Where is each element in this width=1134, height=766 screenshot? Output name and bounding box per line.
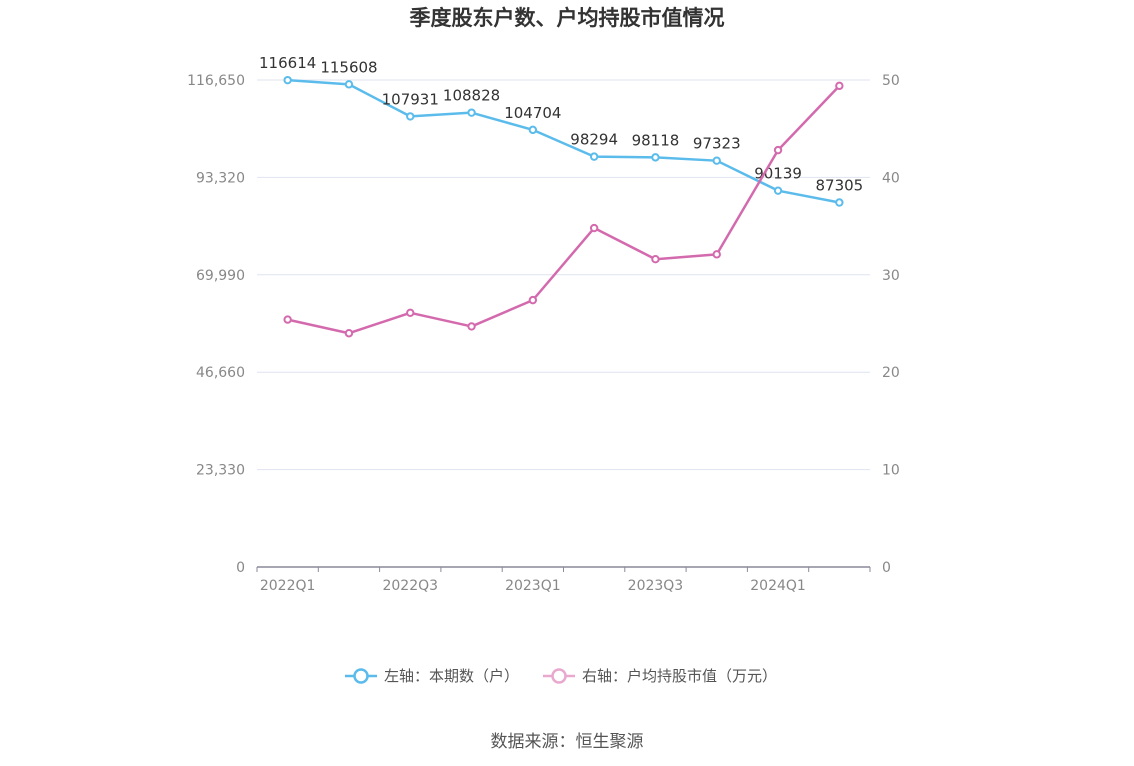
data-point <box>467 108 476 117</box>
y-left-tick-label: 93,320 <box>196 170 245 186</box>
chart-title: 季度股东户数、户均持股市值情况 <box>410 6 725 30</box>
x-tick-label: 2023Q1 <box>505 578 561 594</box>
data-label: 107931 <box>382 90 439 108</box>
data-point <box>528 125 538 135</box>
y-left-tick-label: 116,650 <box>187 73 245 89</box>
data-point <box>651 153 660 162</box>
y-right-tick-label: 10 <box>882 463 900 479</box>
y-right-tick-label: 0 <box>882 560 891 576</box>
data-point <box>773 145 783 155</box>
x-tick-label: 2022Q1 <box>260 578 316 594</box>
data-label: 108828 <box>443 87 500 105</box>
source-note: 数据来源：恒生聚源 <box>491 732 644 752</box>
data-point <box>528 295 538 305</box>
legend[interactable]: 左轴：本期数（户） 右轴：户均持股市值（万元） <box>345 667 777 685</box>
data-point <box>283 75 292 85</box>
y-right-tick-label: 30 <box>882 268 900 284</box>
data-label: 116614 <box>259 54 316 72</box>
data-point <box>589 152 599 161</box>
y-right-tick-label: 20 <box>882 365 900 381</box>
data-point <box>835 198 844 207</box>
legend-label: 左轴：本期数（户） <box>384 667 519 685</box>
legend-item-left-holders[interactable]: 左轴：本期数（户） <box>345 667 519 685</box>
y-left-tick-label: 0 <box>236 560 245 576</box>
series-line <box>287 84 841 335</box>
data-point <box>283 315 292 324</box>
data-point <box>589 223 599 233</box>
data-point <box>712 156 721 165</box>
y-left-tick-label: 23,330 <box>196 463 245 479</box>
y-right-tick-label: 50 <box>882 73 900 89</box>
legend-marker <box>551 668 567 684</box>
data-point <box>651 255 660 264</box>
data-label: 98294 <box>570 131 618 149</box>
data-label: 97323 <box>693 135 741 153</box>
x-tick-label: 2024Q1 <box>750 578 806 594</box>
y-left-tick-label: 46,660 <box>196 365 245 381</box>
data-label: 87305 <box>815 177 863 195</box>
data-point <box>835 81 844 91</box>
data-label: 104704 <box>504 104 561 122</box>
data-point <box>406 112 415 121</box>
data-point <box>406 308 415 317</box>
y-left-tick-label: 69,990 <box>196 268 245 284</box>
data-label: 115608 <box>320 58 377 76</box>
data-label: 98118 <box>632 131 680 149</box>
data-point <box>467 322 476 331</box>
x-tick-label: 2022Q3 <box>382 578 438 594</box>
grid-lines <box>257 79 870 471</box>
x-tick-label: 2023Q3 <box>628 578 684 594</box>
data-point <box>344 80 354 89</box>
data-point <box>773 186 783 195</box>
data-point <box>344 329 354 338</box>
legend-marker <box>353 668 369 684</box>
legend-item-right-avg-value[interactable]: 右轴：户均持股市值（万元） <box>543 667 777 685</box>
series-right-avg-value <box>283 81 844 338</box>
series-line <box>287 78 840 204</box>
axes: 0 23,330 46,660 69,990 93,320 116,650 0 10 20 30 4… <box>187 73 900 594</box>
data-point <box>712 250 721 259</box>
legend-label: 右轴：户均持股市值（万元） <box>582 667 777 685</box>
y-right-tick-label: 40 <box>882 170 900 186</box>
